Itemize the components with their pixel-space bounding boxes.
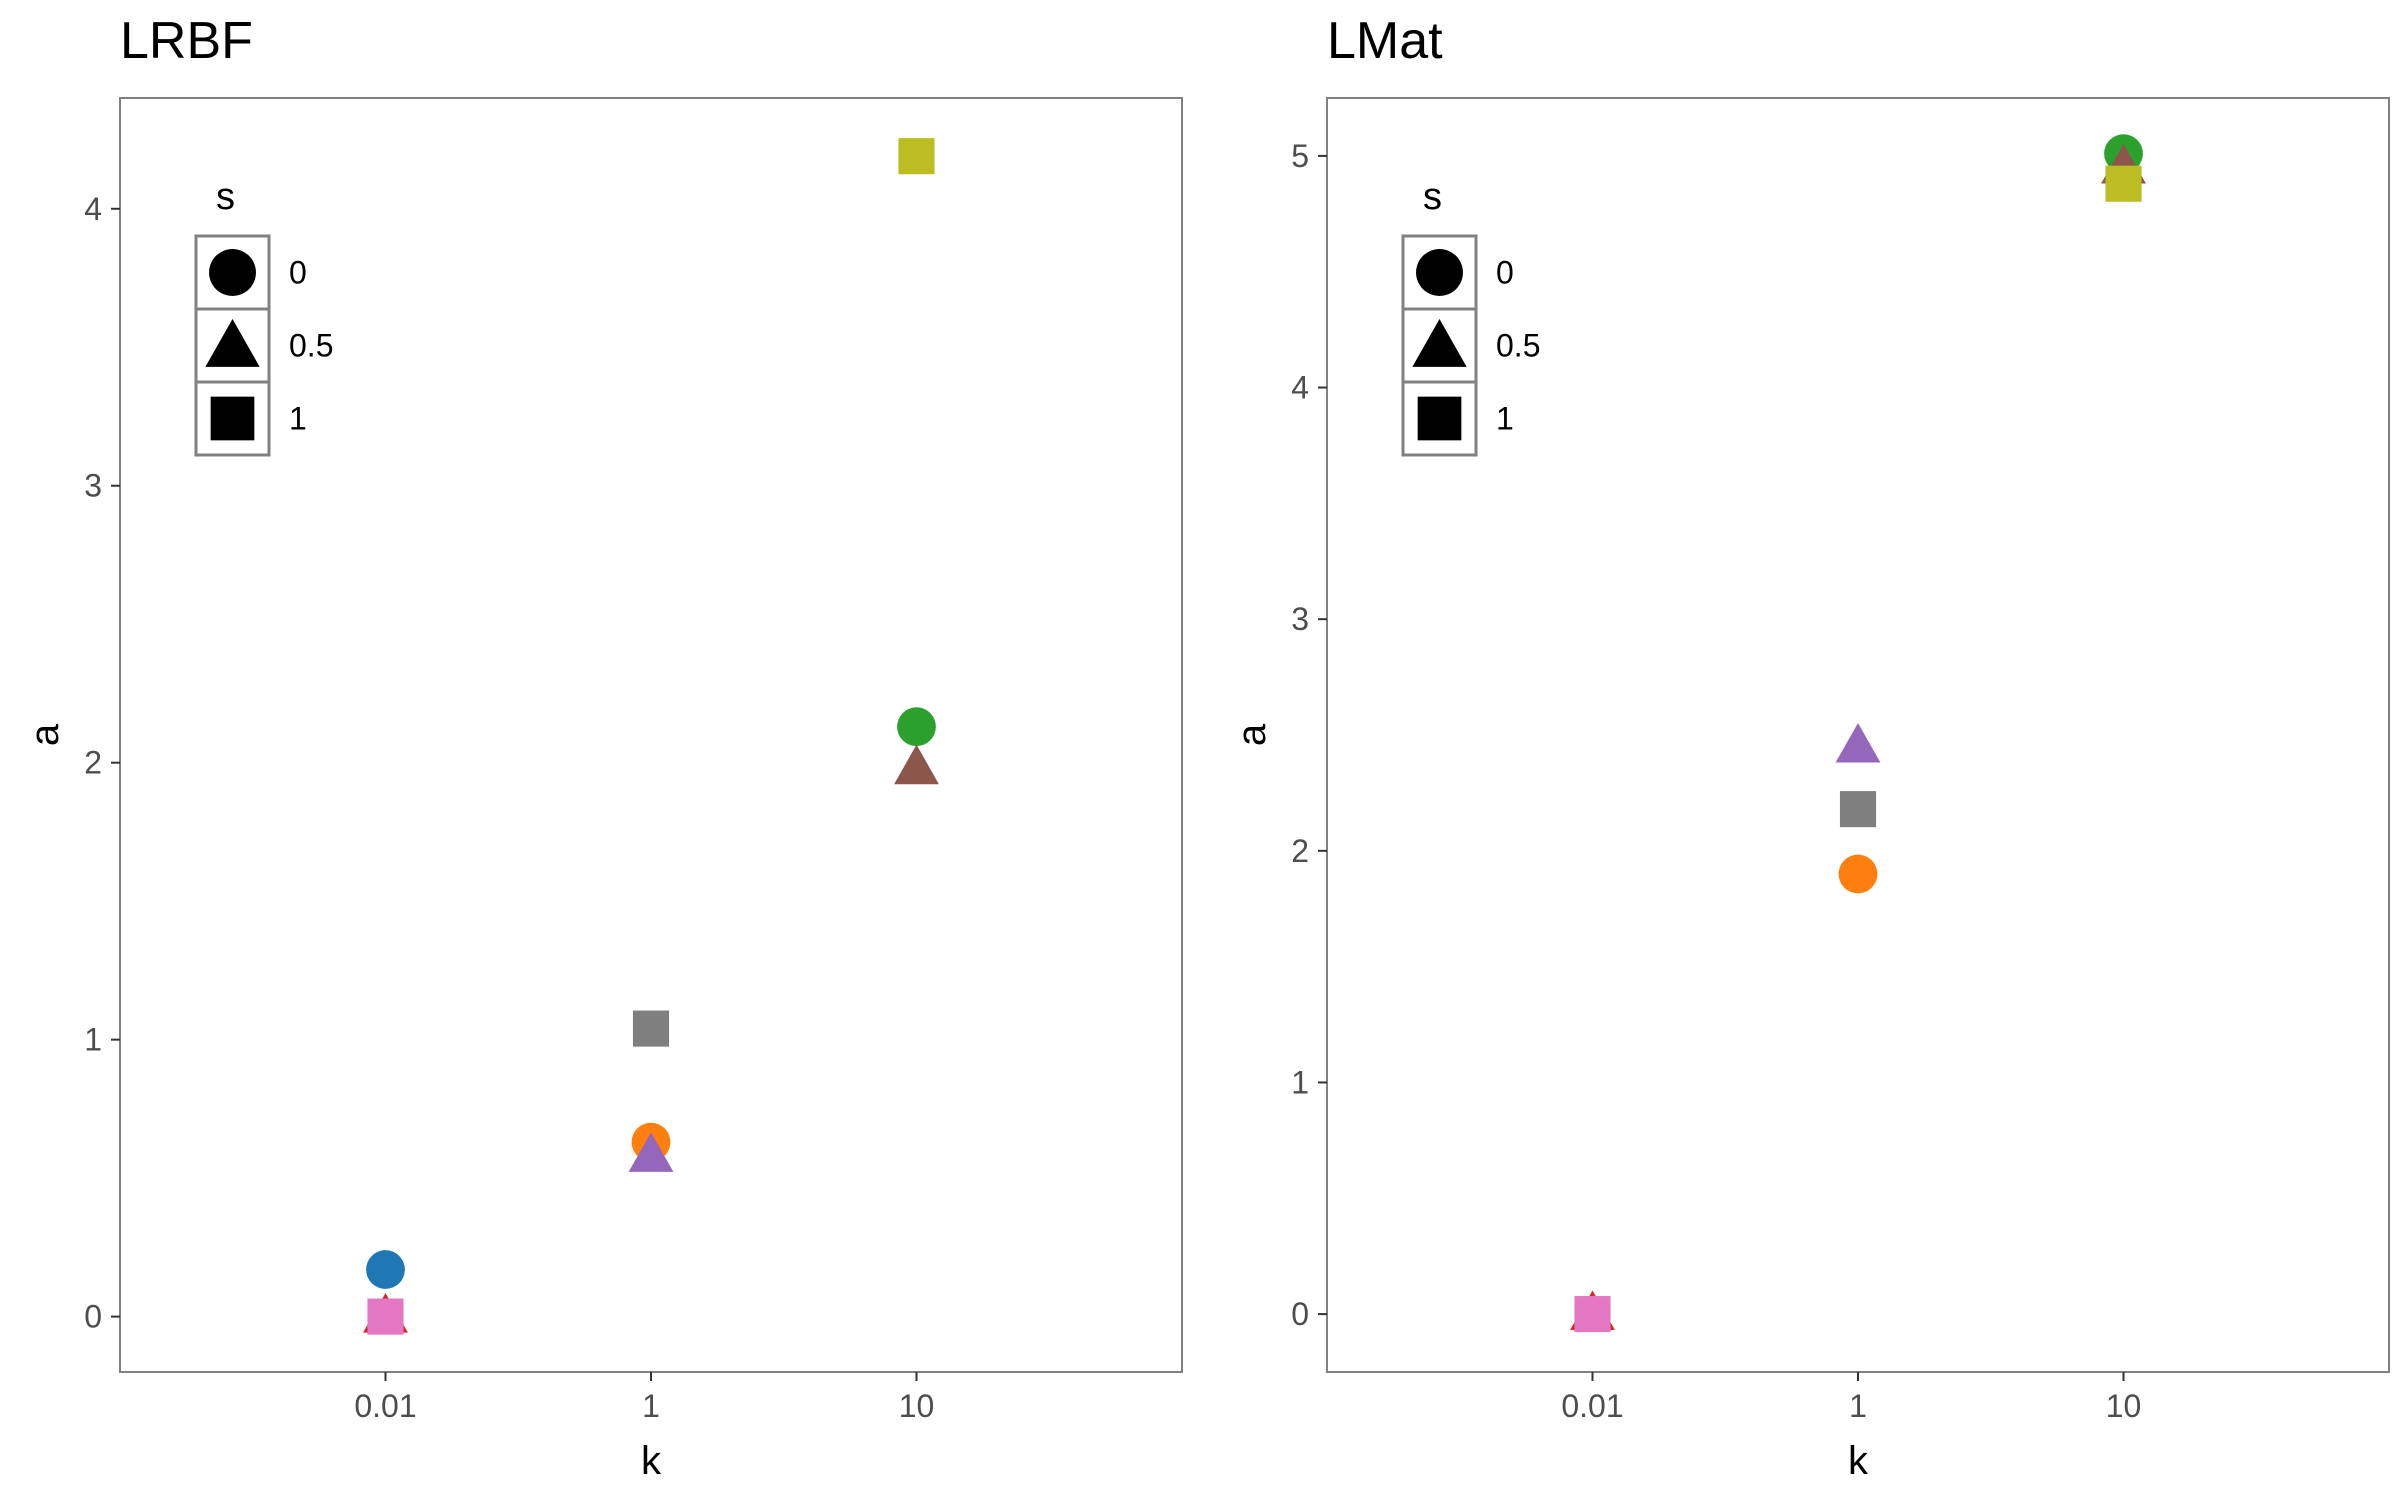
x-axis-label: k: [1848, 1439, 1869, 1483]
legend-title: s: [216, 176, 235, 218]
legend-label: 0: [1496, 255, 1514, 291]
data-point: [1838, 854, 1878, 894]
data-point: [367, 1298, 404, 1335]
legend-symbol: [205, 318, 260, 367]
data-point: [628, 1132, 674, 1172]
legend-label: 0.5: [1496, 328, 1540, 364]
legend-label: 1: [289, 401, 307, 437]
data-point: [1839, 791, 1877, 828]
data-point: [1835, 723, 1881, 763]
y-tick-label: 0: [1291, 1296, 1309, 1332]
data-point: [632, 1010, 670, 1047]
x-tick-label: 0.01: [354, 1388, 416, 1424]
legend-symbol: [1416, 249, 1463, 296]
legend-title: s: [1423, 176, 1442, 218]
x-tick-label: 10: [899, 1388, 935, 1424]
panel-2: LMat 0 1 2 3 4 5 0.01 1 10 k a s 0 0.5 1: [1230, 12, 2390, 1483]
legend: s 0 0.5 1: [1401, 176, 1540, 457]
data-point: [897, 707, 936, 747]
panel-1: LRBF 0 1 2 3 4 0.01 1 10 k a s 0 0.5 1: [23, 12, 1183, 1483]
legend-symbol: [1412, 318, 1467, 367]
data-point: [1574, 1296, 1611, 1333]
legend-symbol: [1417, 396, 1462, 441]
plot-area: [119, 97, 1183, 1373]
y-tick-label: 3: [1291, 601, 1309, 637]
x-axis-label: k: [641, 1439, 662, 1483]
data-point: [2105, 165, 2142, 202]
y-tick-label: 1: [1291, 1064, 1309, 1100]
y-tick-label: 5: [1291, 138, 1309, 174]
x-tick-label: 10: [2106, 1388, 2142, 1424]
x-tick-label: 0.01: [1561, 1388, 1623, 1424]
x-tick-label: 1: [642, 1388, 660, 1424]
panel-title: LMat: [1327, 12, 1443, 70]
legend-symbol: [209, 249, 256, 296]
legend: s 0 0.5 1: [194, 176, 333, 457]
y-tick-label: 0: [84, 1299, 102, 1335]
legend-key: [194, 380, 271, 457]
legend-label: 0: [289, 255, 307, 291]
legend-label: 0.5: [289, 328, 333, 364]
y-tick-label: 1: [84, 1022, 102, 1058]
y-tick-label: 2: [84, 745, 102, 781]
data-point: [366, 1250, 405, 1289]
y-tick-label: 4: [1291, 370, 1309, 406]
legend-symbol: [210, 396, 255, 441]
y-axis-label: a: [23, 723, 67, 746]
y-tick-label: 4: [84, 191, 102, 227]
panel-title: LRBF: [120, 12, 253, 70]
data-point: [898, 138, 935, 175]
y-tick-label: 2: [1291, 833, 1309, 869]
legend-label: 1: [1496, 401, 1514, 437]
y-axis-label: a: [1230, 723, 1274, 746]
data-point: [894, 744, 939, 785]
y-tick-label: 3: [84, 468, 102, 504]
x-tick-label: 1: [1849, 1388, 1867, 1424]
